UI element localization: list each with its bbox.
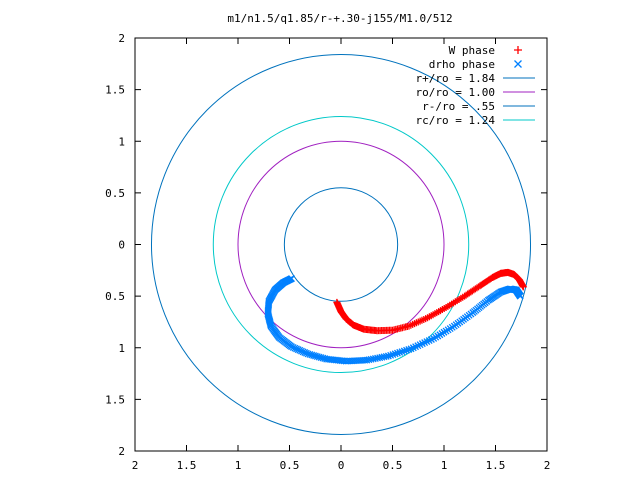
legend-label: r-/ro = .55 xyxy=(422,100,495,113)
data-series xyxy=(264,268,527,365)
x-tick-label: 2 xyxy=(132,459,139,472)
legend-label: r+/ro = 1.84 xyxy=(416,72,496,85)
legend-cross-marker xyxy=(514,60,522,68)
legend-plus-marker xyxy=(514,46,522,54)
chart-title: m1/n1.5/q1.85/r-+.30-j155/M1.0/512 xyxy=(227,12,452,25)
series-drho-phase xyxy=(264,275,524,365)
circle-ro xyxy=(237,140,445,349)
series-w-phase xyxy=(333,268,527,335)
x-tick-label: 2 xyxy=(544,459,551,472)
y-tick-label: 2 xyxy=(118,445,125,458)
axis-ticks: 2 1.5 1 0.5 0 0.5 1 1.5 221.510.500.511.52 xyxy=(105,32,550,472)
y-tick-label: 1 xyxy=(118,342,125,355)
y-tick-label: 1.5 xyxy=(105,393,125,406)
w-phase-point xyxy=(519,283,527,291)
x-tick-label: 0.5 xyxy=(383,459,403,472)
y-tick-label: 1 xyxy=(118,135,125,148)
y-tick-label: 0.5 xyxy=(105,187,125,200)
drho-phase-point xyxy=(405,346,413,353)
circle-rc xyxy=(212,115,470,374)
drho-phase-point xyxy=(516,292,524,300)
x-tick-label: 1 xyxy=(441,459,448,472)
x-tick-label: 1.5 xyxy=(177,459,197,472)
legend-label: rc/ro = 1.24 xyxy=(416,114,496,127)
x-tick-label: 1.5 xyxy=(486,459,506,472)
x-tick-label: 0.5 xyxy=(280,459,300,472)
legend-label: W phase xyxy=(449,44,495,57)
legend-label: drho phase xyxy=(429,58,495,71)
y-tick-label: 1.5 xyxy=(105,84,125,97)
y-tick-label: 2 xyxy=(118,32,125,45)
y-tick-label: 0 xyxy=(118,239,125,252)
circle-r xyxy=(150,54,532,435)
circle-r xyxy=(283,187,399,302)
y-tick-label: 0.5 xyxy=(105,290,125,303)
radius-circles xyxy=(150,54,532,435)
x-tick-label: 1 xyxy=(235,459,242,472)
x-tick-label: 0 xyxy=(338,459,345,472)
legend-label: ro/ro = 1.00 xyxy=(416,86,495,99)
